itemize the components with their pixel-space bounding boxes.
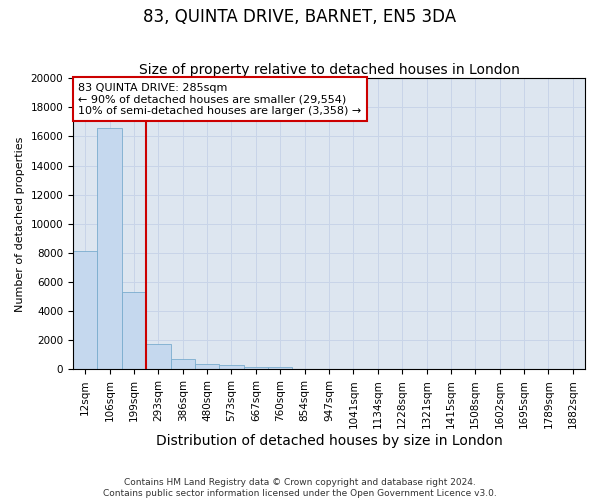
Bar: [220, 365, 244, 370]
Text: 83, QUINTA DRIVE, BARNET, EN5 3DA: 83, QUINTA DRIVE, BARNET, EN5 3DA: [143, 8, 457, 26]
Text: 83 QUINTA DRIVE: 285sqm
← 90% of detached houses are smaller (29,554)
10% of sem: 83 QUINTA DRIVE: 285sqm ← 90% of detache…: [78, 82, 361, 116]
Bar: [170, 358, 195, 370]
Bar: [244, 366, 268, 370]
Bar: [268, 367, 292, 370]
Bar: [73, 252, 97, 370]
Y-axis label: Number of detached properties: Number of detached properties: [15, 136, 25, 312]
Bar: [195, 364, 220, 370]
Text: Contains HM Land Registry data © Crown copyright and database right 2024.
Contai: Contains HM Land Registry data © Crown c…: [103, 478, 497, 498]
Bar: [122, 292, 146, 370]
Bar: [146, 344, 170, 370]
Title: Size of property relative to detached houses in London: Size of property relative to detached ho…: [139, 63, 520, 77]
X-axis label: Distribution of detached houses by size in London: Distribution of detached houses by size …: [155, 434, 502, 448]
Bar: [97, 128, 122, 370]
